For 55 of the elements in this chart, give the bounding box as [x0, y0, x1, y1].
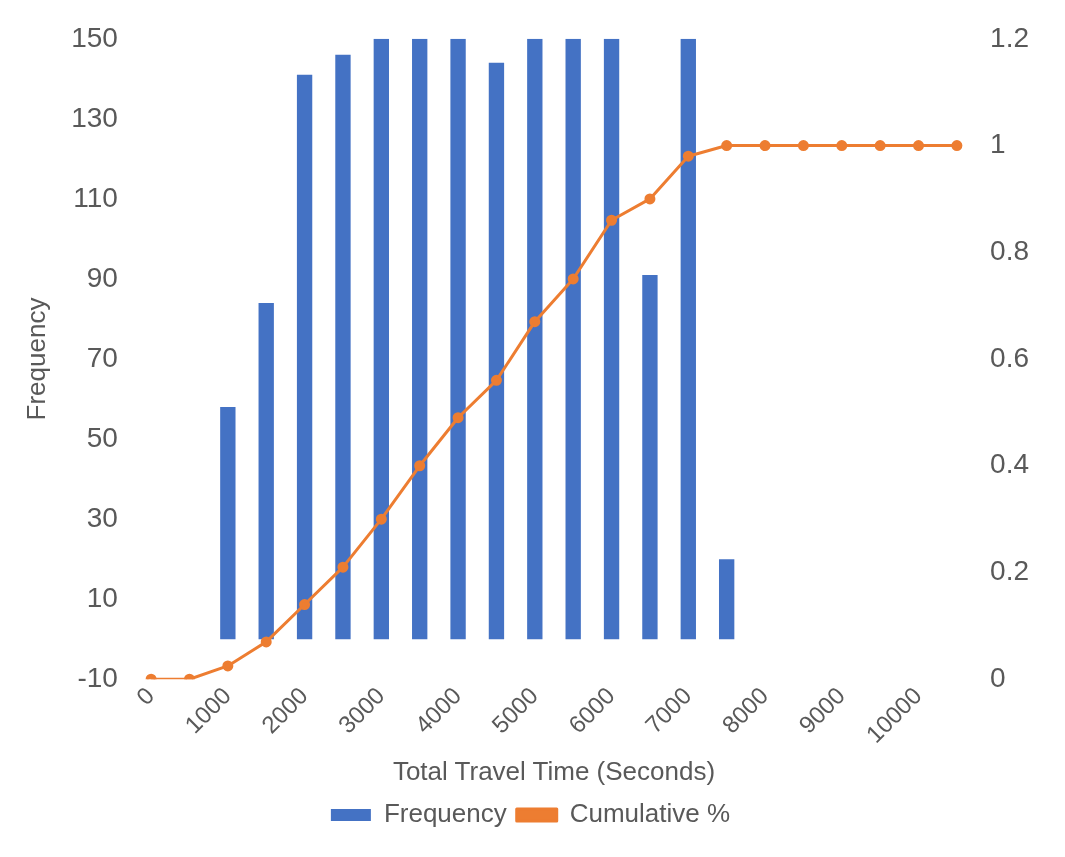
point [874, 140, 886, 152]
x-tick-label: 0 [130, 681, 160, 711]
y-tick-label: 70 [86, 341, 118, 373]
point [759, 140, 771, 152]
bar [220, 407, 236, 640]
y2-tick-label: 0.4 [990, 448, 1030, 480]
bar [488, 62, 505, 640]
point [299, 599, 311, 611]
y2-tick-label: 1 [990, 128, 1006, 160]
bar [335, 54, 351, 640]
bar [373, 38, 389, 640]
y2-tick-label: 1.2 [990, 21, 1030, 53]
bar [258, 302, 274, 640]
point [222, 660, 234, 672]
point [414, 460, 426, 472]
point [682, 150, 694, 162]
y-tick-label: 90 [86, 261, 118, 293]
point [337, 561, 349, 573]
point [913, 140, 925, 152]
point [797, 140, 809, 152]
point [529, 316, 541, 328]
point [951, 140, 963, 152]
y-tick-label: 10 [86, 581, 118, 613]
y-tick-label: 150 [71, 21, 118, 53]
y-tick-label: 50 [86, 421, 118, 453]
point [375, 513, 387, 525]
legend-label: Frequency [383, 798, 507, 829]
bar [565, 38, 581, 640]
bar [603, 38, 620, 640]
point [606, 214, 618, 226]
point [260, 636, 272, 648]
point [490, 374, 502, 386]
bar [296, 74, 313, 640]
y-tick-label: 110 [73, 181, 118, 213]
y-tick-label: 130 [71, 101, 118, 133]
bar [412, 38, 428, 640]
bar [718, 559, 735, 640]
point [452, 412, 464, 424]
y2-tick-label: 0.6 [990, 341, 1030, 373]
bar [527, 38, 543, 640]
y-tick-label: 30 [86, 501, 118, 533]
point [721, 140, 733, 152]
point [644, 193, 656, 205]
y2-tick-label: 0.2 [990, 555, 1030, 587]
y-axis-title: Frequency [20, 297, 51, 421]
bar [450, 38, 466, 640]
x-axis-title: Total Travel Time (Seconds) [392, 755, 716, 786]
y2-tick-label: 0.8 [990, 235, 1030, 266]
legend-label: Cumulative % [569, 798, 731, 829]
y2-tick-label: 0 [990, 661, 1006, 693]
point [836, 140, 848, 152]
bar [680, 38, 696, 640]
y-tick-label: -10 [77, 661, 118, 693]
bar [642, 274, 658, 640]
point [567, 273, 579, 285]
